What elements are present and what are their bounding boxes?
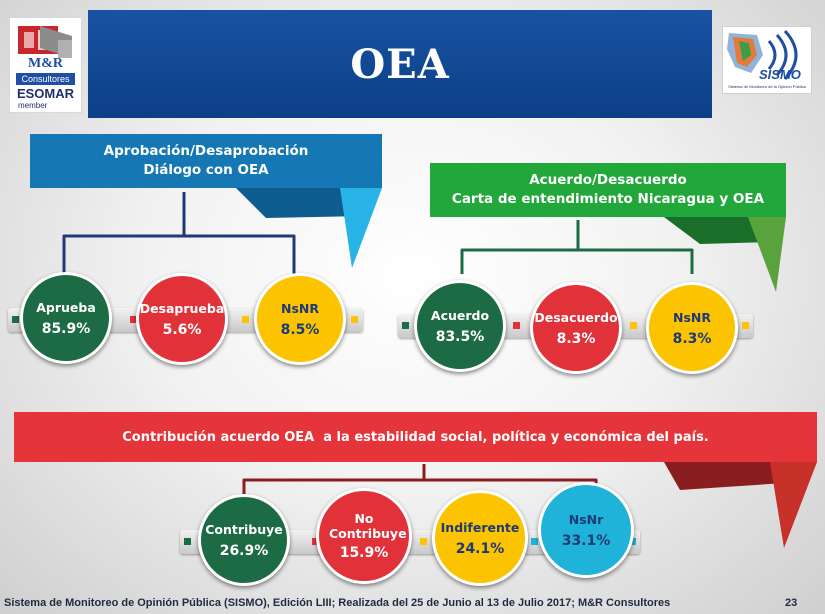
label-aprueba: Aprueba <box>36 299 96 315</box>
row1-marker-start <box>12 316 19 323</box>
value-desaprueba: 5.6% <box>162 321 202 338</box>
page-title: OEA <box>88 10 712 118</box>
circle-desaprueba: Desaprueba 5.6% <box>136 273 228 365</box>
sismo-logo-caption: Sistema de Monitoreo de la Opinión Públi… <box>728 84 806 89</box>
banner-aprobacion-line1: Aprobación/Desaprobación <box>103 143 309 159</box>
ribbon-tail-2 <box>748 217 786 292</box>
banner-acuerdo-line1: Acuerdo/Desacuerdo <box>529 172 687 188</box>
row1-marker-1 <box>130 316 137 323</box>
label-desaprueba: Desaprueba <box>139 300 225 316</box>
label-contribuye: Contribuye <box>205 521 283 537</box>
mr-logo-graphic <box>18 26 72 58</box>
circle-aprueba: Aprueba 85.9% <box>20 272 112 364</box>
circle-desacuerdo: Desacuerdo 8.3% <box>530 282 622 374</box>
label-nsnr-3: NsNr <box>568 511 604 527</box>
row3-marker-start <box>184 538 191 545</box>
banner-aprobacion-line2: Diálogo con OEA <box>143 162 269 178</box>
circle-acuerdo: Acuerdo 83.5% <box>414 280 506 372</box>
circle-no-contribuye: No Contribuye 15.9% <box>316 488 412 584</box>
banner-aprobacion: Aprobación/Desaprobación Diálogo con OEA <box>30 134 382 188</box>
row2-marker-1 <box>513 322 520 329</box>
ribbon-tail-1 <box>340 188 382 268</box>
value-contribuye: 26.9% <box>219 542 269 559</box>
bracket-3 <box>242 464 598 500</box>
sismo-logo-text: SISMO <box>759 67 801 82</box>
ribbon-tail-3 <box>770 462 817 548</box>
footer-source: Sistema de Monitoreo de Opinión Pública … <box>4 597 671 609</box>
bracket-1 <box>62 192 296 278</box>
row3-marker-2 <box>420 538 427 545</box>
mr-logo-text: M&R <box>28 56 63 71</box>
circle-contribuye: Contribuye 26.9% <box>198 494 290 586</box>
value-aprueba: 85.9% <box>41 320 91 337</box>
row1-marker-end <box>351 316 358 323</box>
value-no-contribuye: 15.9% <box>339 545 389 561</box>
row2-marker-end <box>742 322 749 329</box>
esomar-member: member <box>18 101 48 110</box>
banner-acuerdo: Acuerdo/Desacuerdo Carta de entendimient… <box>430 163 786 217</box>
circle-nsnr-3: NsNr 33.1% <box>538 482 634 578</box>
label-nsnr-1: NsNR <box>281 300 319 316</box>
value-acuerdo: 83.5% <box>435 328 485 345</box>
circle-indiferente: Indiferente 24.1% <box>432 490 528 586</box>
page-number: 23 <box>785 597 798 609</box>
banner-acuerdo-line2: Carta de entendimiento Nicaragua y OEA <box>451 191 765 207</box>
label-nsnr-2: NsNR <box>673 309 711 325</box>
label-acuerdo: Acuerdo <box>430 307 490 323</box>
mr-logo-consultores: Consultores <box>16 73 75 85</box>
mr-consultores-logo: M&R Consultores ESOMAR member <box>9 17 82 113</box>
label-indiferente: Indiferente <box>440 519 520 535</box>
value-nsnr-2: 8.3% <box>672 330 712 347</box>
sismo-logo: SISMO Sistema de Monitoreo de la Opinión… <box>722 26 812 94</box>
label-desacuerdo: Desacuerdo <box>534 309 618 325</box>
value-indiferente: 24.1% <box>455 540 505 557</box>
row1-marker-2 <box>242 316 249 323</box>
value-nsnr-3: 33.1% <box>561 532 611 549</box>
esomar-logo: ESOMAR <box>16 86 75 101</box>
bracket-2 <box>460 220 694 274</box>
value-nsnr-1: 8.5% <box>280 321 320 338</box>
row2-marker-start <box>402 322 409 329</box>
sismo-logo-graphic <box>727 29 798 81</box>
circle-nsnr-2: NsNR 8.3% <box>646 282 738 374</box>
circle-nsnr-1: NsNR 8.5% <box>254 273 346 365</box>
row2-marker-2 <box>630 322 637 329</box>
row3-marker-3 <box>531 538 538 545</box>
banner-contribucion-line1: Contribución acuerdo OEA a la estabilida… <box>122 429 709 445</box>
label-no-contribuye: No Contribuye <box>329 511 407 541</box>
row3-marker-1 <box>312 538 319 545</box>
value-desacuerdo: 8.3% <box>556 330 596 347</box>
banner-contribucion: Contribución acuerdo OEA a la estabilida… <box>14 412 817 462</box>
